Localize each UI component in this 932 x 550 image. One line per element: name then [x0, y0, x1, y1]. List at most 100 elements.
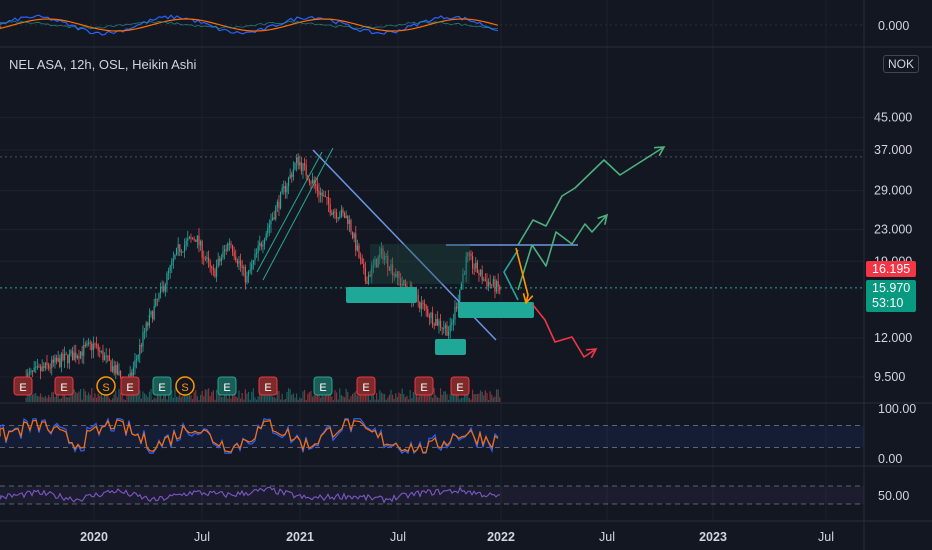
candle-body: [247, 271, 250, 277]
volume-bar: [435, 394, 437, 402]
volume-bar: [281, 393, 283, 402]
candle-body: [265, 233, 267, 241]
candle-body: [102, 350, 104, 360]
candle-body: [273, 217, 275, 220]
candle-body: [150, 311, 152, 316]
candle-body: [420, 302, 422, 309]
volume-bar: [446, 394, 448, 402]
bullish-projection-low: [517, 214, 608, 291]
volume-bar: [148, 391, 150, 402]
candle-body: [46, 362, 48, 366]
event-marker-box: [313, 376, 333, 396]
candle-body: [75, 352, 77, 358]
candle-body: [283, 186, 285, 188]
candle-body: [235, 256, 237, 261]
volume-bar: [27, 390, 29, 402]
volume-bar: [287, 388, 290, 402]
volume-bar: [227, 398, 229, 402]
pullback-projection: [515, 247, 529, 304]
volume-bar: [198, 399, 200, 402]
volume-bar: [478, 393, 480, 402]
candle-body: [281, 187, 283, 193]
stoch-d-line: [0, 419, 499, 454]
candle-body: [167, 270, 170, 274]
candle-body: [388, 267, 390, 271]
candle-body: [295, 156, 298, 163]
candle-body: [73, 352, 75, 361]
volume-bar: [174, 388, 176, 402]
volume-bar: [351, 393, 354, 402]
volume-bar: [36, 395, 38, 402]
osc-histogram: [0, 20, 499, 30]
candle-body: [103, 355, 106, 360]
volume-bar: [238, 390, 240, 402]
volume-bar: [361, 395, 363, 402]
candle-body: [479, 270, 482, 275]
volume-bar: [59, 399, 61, 402]
candle-body: [425, 305, 427, 310]
candle-body: [86, 343, 88, 346]
candle-body: [430, 312, 432, 318]
volume-bar: [193, 392, 195, 402]
volume-bar: [457, 393, 459, 402]
candle-body: [59, 358, 61, 367]
volume-bar: [86, 395, 88, 402]
time-axis-label: Jul: [194, 530, 210, 544]
volume-bar: [366, 393, 368, 402]
symbol-legend[interactable]: NEL ASA, 12h, OSL, Heikin Ashi: [9, 57, 197, 72]
candle-body: [63, 353, 66, 361]
candle-body: [268, 224, 270, 229]
uptrend-channel-lower: [256, 151, 323, 273]
current-price-tag: 15.970 53:10: [866, 280, 917, 312]
candle-body: [151, 311, 154, 320]
candle-body: [49, 367, 51, 369]
candle-body: [148, 315, 150, 326]
volume-bar: [182, 392, 184, 402]
volume-bar: [401, 388, 403, 402]
candle-body: [470, 253, 472, 256]
time-axis-label: 2020: [80, 530, 108, 544]
candle-body: [230, 243, 232, 246]
candle-body: [79, 351, 82, 359]
candle-body: [497, 281, 499, 287]
candle-body: [244, 267, 246, 283]
candle-body: [70, 350, 72, 354]
volume-bar: [422, 390, 424, 402]
volume-bar: [307, 393, 309, 402]
volume-bar: [196, 396, 198, 402]
volume-bar: [251, 391, 253, 402]
time-axis-label: Jul: [390, 530, 406, 544]
candle-body: [310, 182, 312, 184]
candle-body: [105, 355, 107, 357]
volume-bar: [179, 393, 181, 402]
candle-body: [372, 264, 374, 266]
candle-body: [76, 356, 78, 358]
volume-bar: [180, 397, 182, 402]
candle-body: [419, 302, 421, 309]
volume-bar: [83, 388, 85, 402]
candle-body: [443, 328, 445, 330]
candle-body: [287, 177, 290, 187]
candle-body: [364, 268, 366, 282]
candle-body: [143, 331, 146, 333]
candle-body: [433, 324, 435, 326]
candle-body: [399, 278, 402, 285]
candle-body: [343, 213, 346, 219]
volume-bar: [359, 390, 362, 402]
candle-body: [111, 366, 114, 372]
bearish-projection: [532, 304, 597, 358]
candle-body: [190, 237, 192, 239]
volume-bar: [225, 392, 227, 402]
candle-body: [374, 259, 376, 265]
volume-bar: [33, 393, 35, 402]
volume-bar: [382, 393, 384, 402]
candle-body: [345, 215, 347, 219]
currency-badge[interactable]: NOK: [883, 55, 920, 73]
candle-body: [187, 238, 189, 241]
volume-bar: [414, 389, 416, 402]
stoch-band: [0, 425, 864, 448]
volume-bar: [87, 392, 90, 402]
event-marker-label: S: [181, 382, 188, 394]
candle-body: [390, 264, 392, 271]
